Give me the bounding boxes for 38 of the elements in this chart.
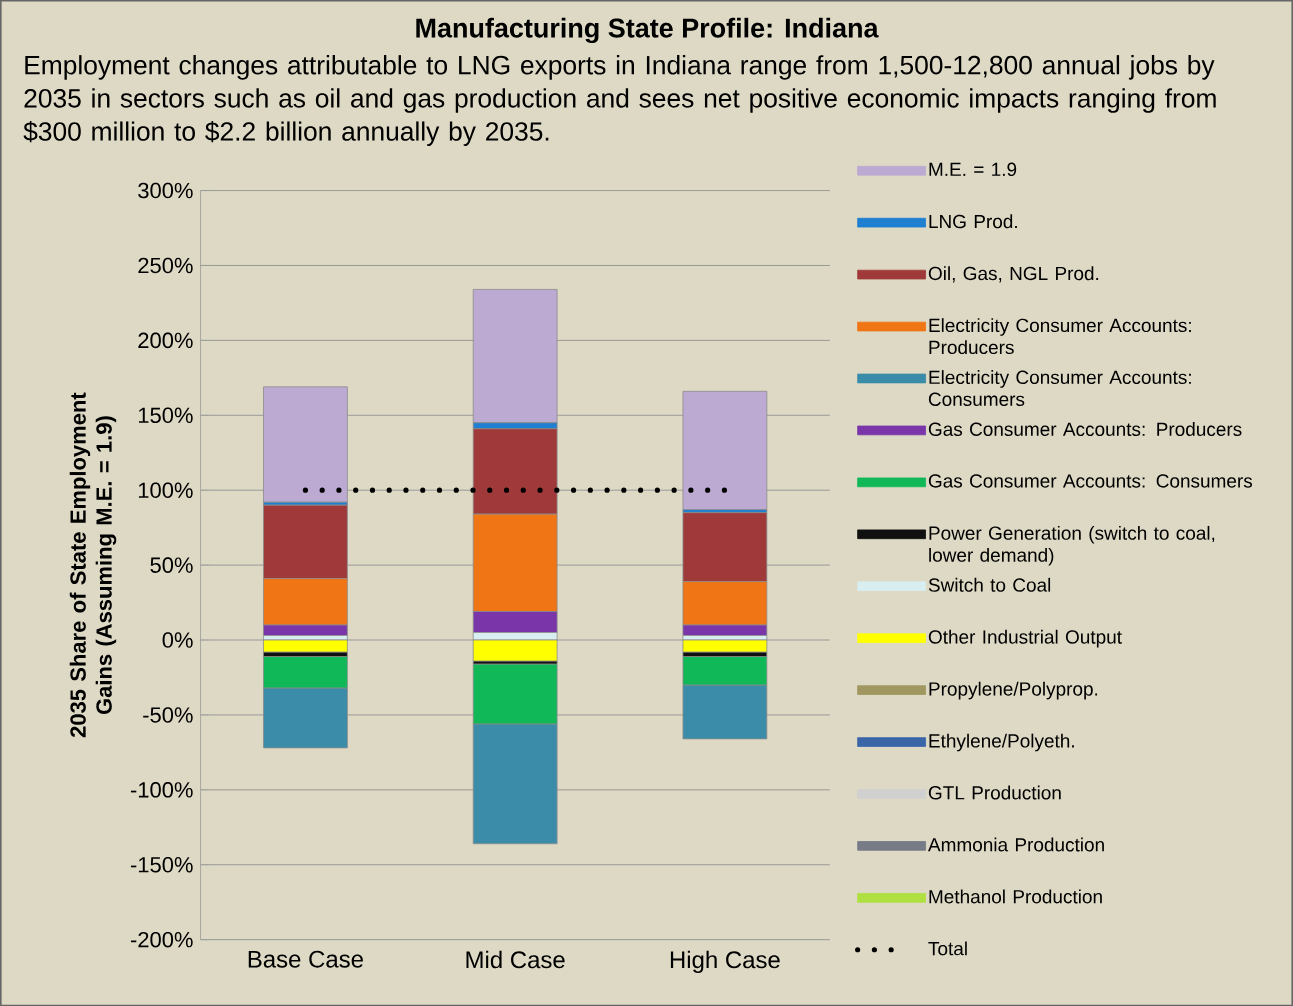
legend-label: LNG Prod. — [929, 214, 1017, 229]
x-tick-label: Mid Case — [466, 950, 565, 969]
legend-label: Gas Consumer Accounts: Consumers — [928, 474, 1253, 488]
bar — [263, 639, 348, 653]
legend-label: Power Generation (switch to coal, lower demand) — [929, 525, 1215, 566]
chart-subtitle: Employment changes attributable to LNG exports in Indiana range from 1,500-12,800 annual jobs by 2035 in sectors such as oil and gas production and sees net positive economic impacts ranging from $300 million to $2.2 billion annually by 2035. — [23, 54, 1216, 146]
legend-label: Ammonia Production — [927, 837, 1104, 852]
legend-label: Total — [928, 941, 967, 956]
legend-label: Electricity Consumer Accounts: Consumers — [928, 369, 1191, 406]
y-tick-label: 100% — [138, 482, 193, 498]
legend-label: Switch to Coal — [928, 577, 1051, 592]
x-tick-label: Base Case — [248, 950, 363, 968]
y-tick-label: 50% — [150, 557, 193, 573]
legend-label: Ethylene/Polyeth. — [929, 733, 1074, 752]
y-tick-label: 300% — [138, 182, 193, 199]
bar — [263, 386, 348, 503]
legend-label: Gas Consumer Accounts: Producers — [928, 421, 1242, 436]
bar — [682, 390, 768, 510]
bar — [682, 639, 768, 653]
y-tick-label: 250% — [138, 257, 193, 274]
y-axis-title: 2035 Share of State Employment Gains (Assuming M.E. = 1.9) — [69, 392, 117, 737]
chart-title: Manufacturing State Profile: Indiana — [416, 17, 879, 43]
y-tick-label: -100% — [130, 781, 193, 798]
legend-label: Other Industrial Output — [928, 629, 1122, 648]
bar — [472, 288, 558, 424]
x-tick-label: High Case — [670, 950, 780, 973]
y-tick-label: -50% — [143, 706, 193, 723]
y-tick-label: 200% — [138, 332, 193, 348]
y-tick-label: -150% — [130, 856, 193, 873]
legend-label: Electricity Consumer Accounts: Producers — [929, 318, 1191, 354]
y-tick-label: -200% — [130, 931, 193, 948]
y-tick-label: 150% — [138, 407, 193, 423]
legend-label: Oil, Gas, NGL Prod. — [928, 266, 1099, 283]
legend-label: GTL Production — [928, 785, 1061, 800]
legend-label: Propylene/Polyprop. — [929, 681, 1098, 700]
legend-label: Methanol Production — [929, 889, 1102, 904]
legend-label: M.E. = 1.9 — [929, 162, 1017, 176]
y-tick-label: 0% — [162, 632, 193, 648]
